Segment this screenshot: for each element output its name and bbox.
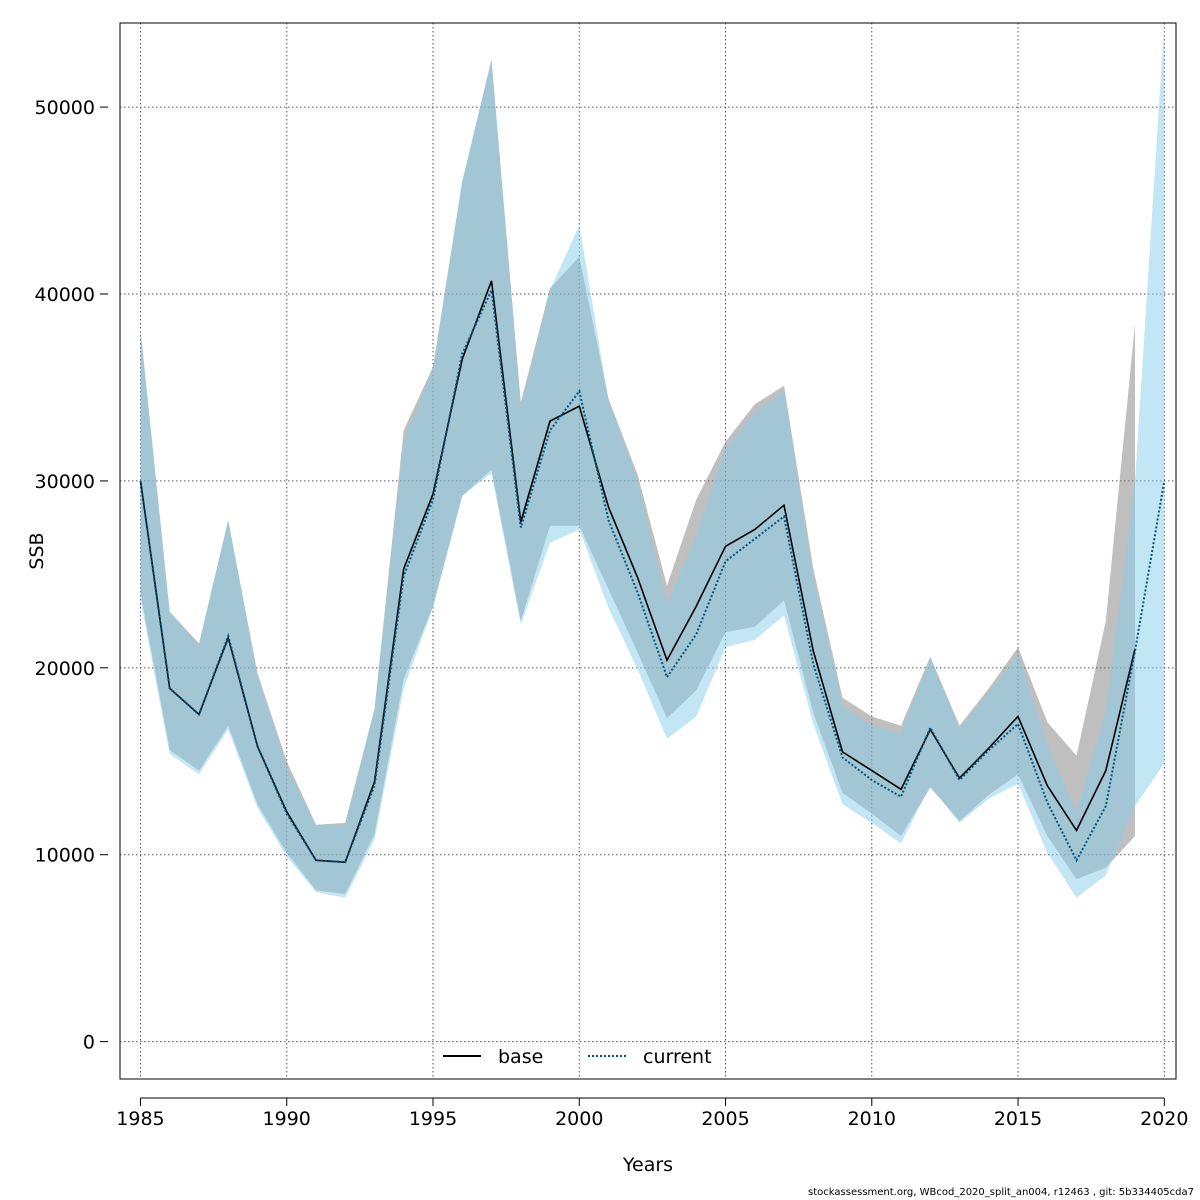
x-tick-label: 2020 <box>1140 1108 1188 1130</box>
x-tick-label: 1990 <box>263 1108 311 1130</box>
footer-note: stockassessment.org, WBcod_2020_split_an… <box>808 1187 1194 1198</box>
x-tick-label: 2015 <box>994 1108 1042 1130</box>
confidence-bands <box>140 23 1165 898</box>
y-tick-label: 10000 <box>35 845 95 867</box>
legend: base current <box>443 1046 712 1068</box>
x-axis: 1985 1990 1995 2000 2005 2010 2015 2020 <box>116 1097 1188 1130</box>
y-tick-label: 30000 <box>35 471 95 493</box>
legend-label-current: current <box>643 1046 712 1068</box>
x-tick-label: 2000 <box>555 1108 603 1130</box>
plot-frame <box>119 22 1177 1080</box>
legend-label-base: base <box>498 1046 543 1068</box>
y-tick-label: 20000 <box>35 658 95 680</box>
y-axis: 0 10000 20000 30000 40000 50000 <box>35 97 108 1054</box>
y-axis-label: SSB <box>26 532 48 569</box>
x-tick-label: 1985 <box>116 1108 164 1130</box>
y-tick-label: 50000 <box>35 97 95 119</box>
x-axis-label: Years <box>622 1154 673 1176</box>
x-tick-label: 2010 <box>848 1108 896 1130</box>
y-tick-label: 0 <box>83 1032 95 1054</box>
line-current <box>139 286 1166 864</box>
series-lines <box>139 280 1166 864</box>
x-tick-label: 1995 <box>409 1108 457 1130</box>
y-tick-label: 40000 <box>35 284 95 306</box>
x-tick-label: 2005 <box>701 1108 749 1130</box>
band-current <box>140 23 1165 898</box>
